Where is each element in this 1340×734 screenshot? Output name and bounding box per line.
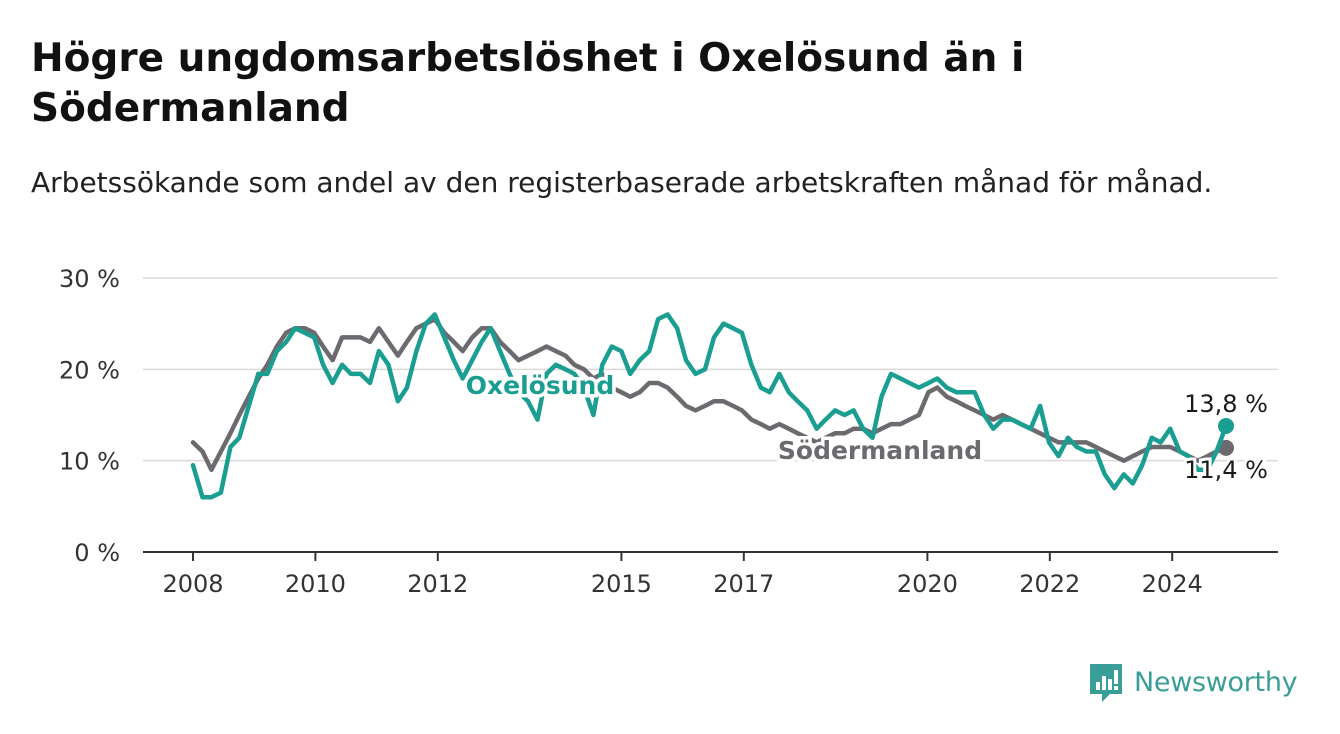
y-tick-label: 0 % <box>74 539 120 567</box>
x-tick-label: 2024 <box>1142 570 1203 598</box>
x-tick-label: 2008 <box>162 570 223 598</box>
end-value-label: 13,8 % <box>1184 390 1268 418</box>
x-tick-label: 2012 <box>407 570 468 598</box>
chart-series <box>190 312 1234 500</box>
series-end-marker <box>1218 417 1234 434</box>
y-tick-label: 30 % <box>59 265 120 293</box>
page-title: Högre ungdomsarbetslöshet i Oxelösund än… <box>31 36 1025 131</box>
series-line-sodermanland <box>190 316 1229 473</box>
x-axis-ticks: 2008 2010 2012 2015 2017 2020 2022 2024 <box>162 552 1203 598</box>
x-tick-label: 2017 <box>713 570 774 598</box>
x-tick-label: 2010 <box>285 570 346 598</box>
chart-gridlines <box>143 277 1278 553</box>
y-tick-label: 10 % <box>59 448 120 476</box>
series-name-label: Oxelösund <box>466 371 614 400</box>
x-tick-label: 2022 <box>1019 570 1080 598</box>
y-axis-ticks: 0 % 10 % 20 % 30 % <box>59 265 120 567</box>
series-name-label: Södermanland <box>778 436 982 465</box>
line-chart: 0 % 10 % 20 % 30 % 2008 2010 2012 2015 2017 2020… <box>59 265 1278 598</box>
x-tick-label: 2015 <box>591 570 652 598</box>
newsworthy-logo-icon <box>1090 664 1122 702</box>
y-tick-label: 20 % <box>59 356 120 384</box>
series-end-marker <box>1218 439 1234 456</box>
brand-name: Newsworthy <box>1134 666 1298 698</box>
chart-labels: 13,8 % 11,4 % Oxelösund Södermanland <box>462 368 1271 488</box>
end-value-label: 11,4 % <box>1184 456 1268 484</box>
x-tick-label: 2020 <box>897 570 958 598</box>
brand-logo: Newsworthy <box>1088 660 1298 704</box>
series-line-oxelosund <box>190 312 1229 500</box>
page-subtitle: Arbetssökande som andel av den registerb… <box>31 166 1213 199</box>
